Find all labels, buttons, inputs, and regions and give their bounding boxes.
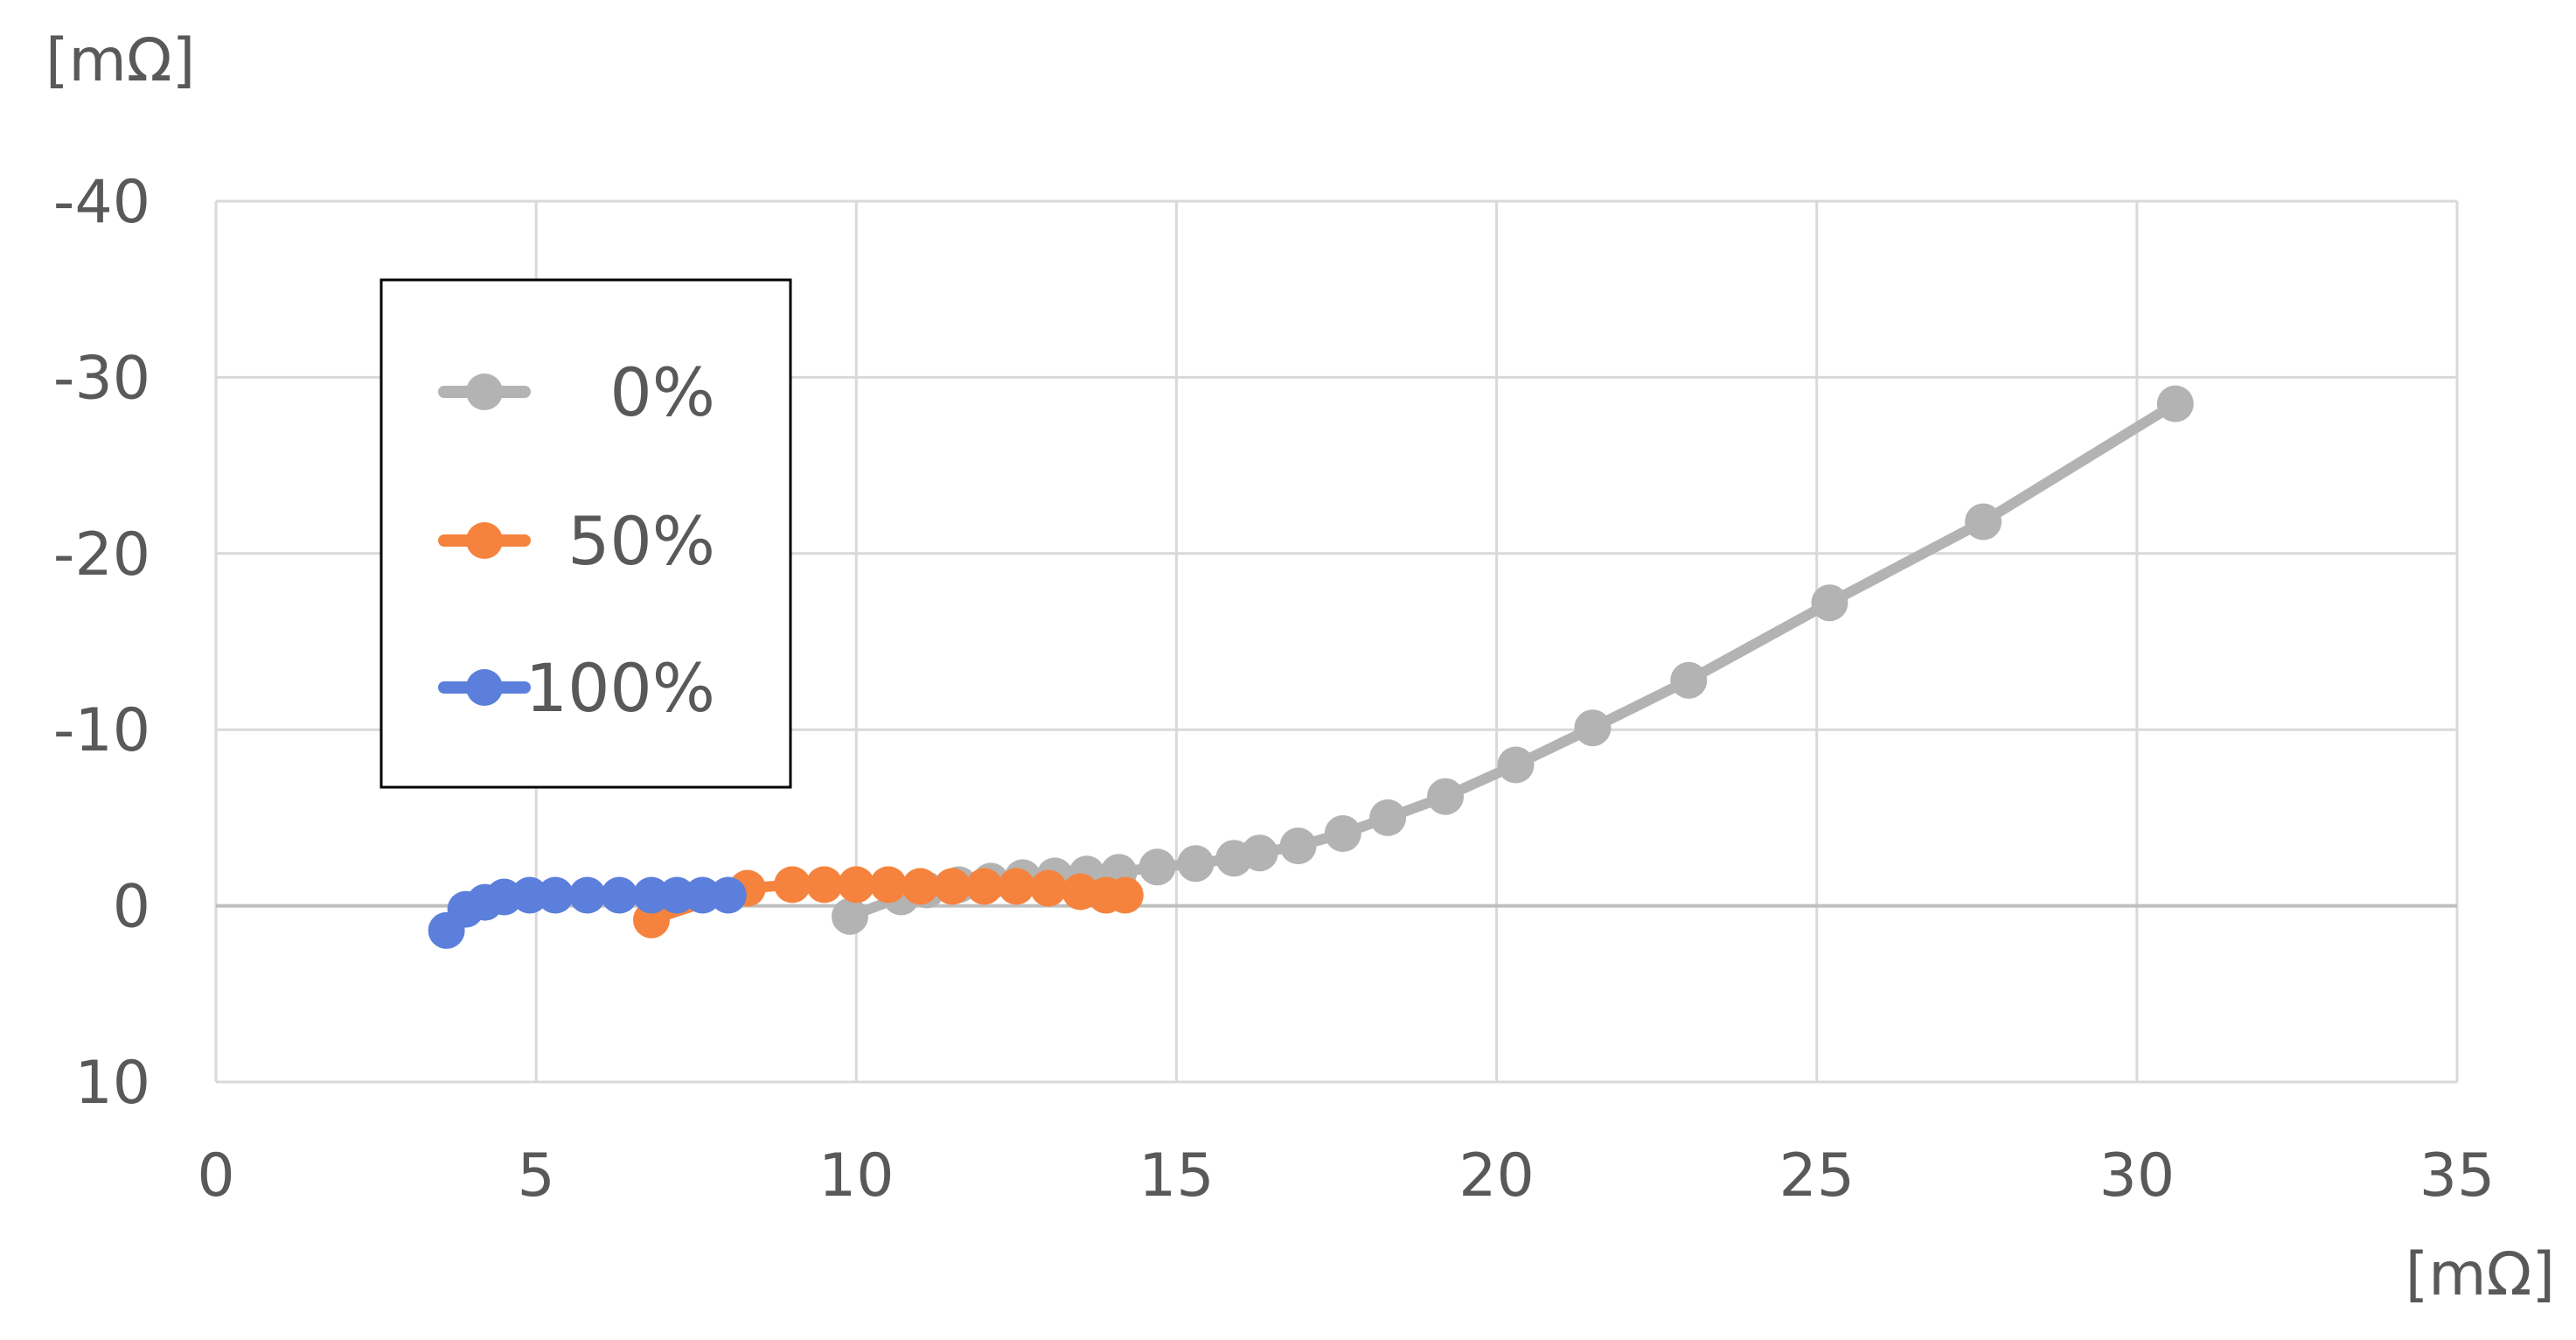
data-point [1427, 778, 1464, 815]
data-point [1106, 876, 1144, 914]
data-point [2156, 385, 2194, 422]
legend-marker [466, 373, 503, 410]
series-100% [428, 876, 747, 949]
data-point [709, 876, 747, 914]
data-point [965, 868, 1003, 905]
y-tick-label: 0 [113, 873, 150, 942]
legend-item: 50% [438, 502, 715, 580]
series-50% [633, 866, 1144, 939]
x-axis-unit: [mΩ] [2405, 1240, 2555, 1309]
data-point [1279, 827, 1317, 865]
y-tick-label: -20 [53, 520, 150, 590]
data-point [902, 868, 939, 905]
data-point [568, 876, 606, 914]
x-tick-label: 5 [518, 1141, 555, 1211]
y-tick-label: -10 [53, 696, 150, 765]
series-layer [428, 385, 2194, 949]
series-line [845, 398, 2181, 922]
data-point [1369, 799, 1407, 836]
x-tick-label: 0 [197, 1141, 234, 1211]
legend-marker [466, 522, 503, 559]
data-point [838, 866, 875, 904]
legend-label: 0% [609, 353, 715, 431]
data-point [1670, 661, 1708, 699]
legend-box [379, 278, 792, 789]
y-tick-label: -40 [53, 168, 150, 237]
legend-label: 50% [567, 502, 715, 580]
y-axis-unit: [mΩ] [45, 26, 195, 95]
data-point [1497, 746, 1535, 784]
data-point [1324, 815, 1361, 852]
data-point [601, 876, 638, 914]
data-point [1574, 709, 1612, 747]
data-point [832, 897, 868, 935]
x-tick-label: 10 [818, 1141, 895, 1211]
data-point [1241, 834, 1278, 872]
legend-item: 0% [438, 353, 715, 431]
data-point [998, 868, 1035, 905]
x-tick-label: 20 [1459, 1141, 1535, 1211]
tick-labels: 0 5 10 15 20 25 30 35 -40 -30 -20 -10 0 10 [53, 168, 2495, 1211]
x-tick-label: 30 [2099, 1141, 2176, 1211]
data-point [1030, 869, 1067, 907]
legend-item: 100% [438, 649, 715, 727]
data-point [934, 868, 971, 905]
x-tick-label: 35 [2419, 1141, 2496, 1211]
data-point [869, 866, 907, 904]
data-point [658, 876, 696, 914]
data-point [1965, 503, 2002, 541]
data-point [1138, 848, 1176, 886]
x-tick-label: 25 [1779, 1141, 1855, 1211]
data-point [684, 876, 721, 914]
y-tick-label: 10 [74, 1049, 150, 1118]
y-tick-label: -30 [53, 344, 150, 413]
data-point [1811, 584, 1848, 622]
legend: 0% 50% 100% [379, 278, 792, 789]
data-point [537, 876, 574, 914]
legend-marker [466, 669, 503, 706]
legend-label: 100% [526, 649, 715, 727]
series-0% [832, 385, 2194, 935]
data-point [511, 876, 548, 914]
data-point [774, 866, 811, 904]
data-point [805, 866, 843, 904]
data-point [633, 876, 670, 914]
data-point [1177, 845, 1215, 883]
x-tick-label: 15 [1138, 1141, 1215, 1211]
